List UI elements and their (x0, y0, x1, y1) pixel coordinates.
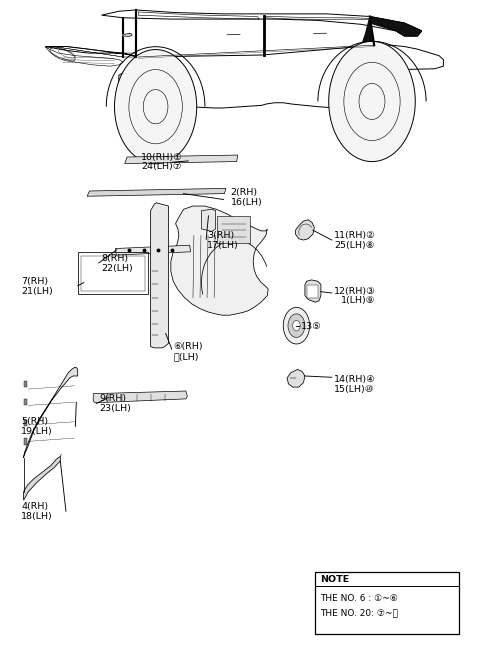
Polygon shape (115, 245, 191, 255)
Text: 8(RH): 8(RH) (101, 254, 128, 263)
Circle shape (293, 320, 300, 331)
FancyBboxPatch shape (315, 572, 459, 634)
Text: 12(RH)③: 12(RH)③ (334, 287, 376, 295)
Text: 19(LH): 19(LH) (21, 427, 53, 436)
Text: 22(LH): 22(LH) (101, 263, 133, 273)
Text: THE NO. 20: ⑦~⑪: THE NO. 20: ⑦~⑪ (320, 608, 398, 617)
Circle shape (115, 49, 197, 164)
Polygon shape (151, 203, 168, 348)
Polygon shape (361, 17, 422, 49)
Text: 2(RH): 2(RH) (230, 189, 258, 197)
Circle shape (329, 41, 415, 161)
Text: 17(LH): 17(LH) (207, 241, 239, 249)
Polygon shape (93, 391, 187, 403)
FancyBboxPatch shape (24, 381, 27, 387)
Polygon shape (171, 206, 268, 315)
FancyBboxPatch shape (24, 399, 27, 406)
Text: 23(LH): 23(LH) (99, 404, 131, 413)
Text: 10(RH)①: 10(RH)① (141, 153, 183, 161)
Text: 1(LH)⑨: 1(LH)⑨ (341, 296, 375, 305)
Text: 3(RH): 3(RH) (207, 231, 234, 240)
FancyBboxPatch shape (24, 420, 27, 426)
Text: 4(RH): 4(RH) (21, 502, 48, 511)
Polygon shape (296, 219, 314, 240)
Text: ⑥(RH): ⑥(RH) (173, 342, 203, 351)
Text: ⑪(LH): ⑪(LH) (173, 352, 199, 361)
Polygon shape (305, 280, 321, 302)
Text: 7(RH): 7(RH) (21, 277, 48, 285)
Text: 9(RH): 9(RH) (99, 394, 126, 404)
Polygon shape (125, 155, 238, 163)
Circle shape (283, 307, 310, 344)
FancyBboxPatch shape (217, 216, 251, 243)
Text: 25(LH)⑧: 25(LH)⑧ (334, 241, 374, 249)
Polygon shape (287, 370, 305, 387)
Polygon shape (24, 368, 78, 458)
FancyBboxPatch shape (24, 438, 27, 445)
Circle shape (288, 314, 305, 338)
Text: NOTE: NOTE (320, 575, 349, 584)
Text: 15(LH)⑩: 15(LH)⑩ (334, 385, 374, 394)
Text: 18(LH): 18(LH) (21, 512, 53, 521)
Polygon shape (87, 188, 226, 196)
Text: 21(LH): 21(LH) (21, 287, 53, 295)
FancyBboxPatch shape (307, 285, 318, 298)
Text: THE NO. 6 : ①~⑥: THE NO. 6 : ①~⑥ (320, 594, 398, 603)
Text: 11(RH)②: 11(RH)② (334, 231, 376, 240)
Text: 16(LH): 16(LH) (230, 198, 263, 207)
Text: 13⑤: 13⑤ (301, 322, 322, 331)
Text: 24(LH)⑦: 24(LH)⑦ (141, 162, 181, 171)
Text: 5(RH): 5(RH) (21, 418, 48, 426)
Polygon shape (122, 33, 132, 36)
Text: 14(RH)④: 14(RH)④ (334, 375, 376, 384)
Polygon shape (202, 209, 216, 231)
Polygon shape (24, 456, 60, 500)
